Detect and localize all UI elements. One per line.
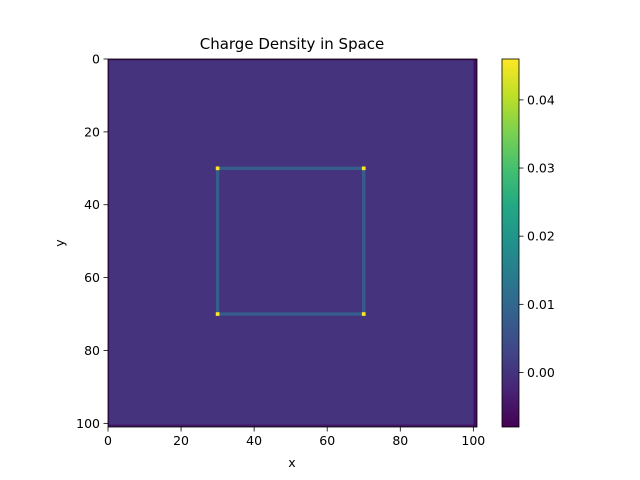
plot-frame [107, 58, 478, 428]
x-tick-label: 40 [246, 433, 262, 448]
chart-title: Charge Density in Space [200, 35, 385, 53]
x-tick-label: 0 [104, 433, 112, 448]
x-tick-label: 100 [461, 433, 485, 448]
colorbar-tick-label: 0.00 [527, 365, 555, 380]
x-tick-label: 60 [319, 433, 335, 448]
y-tick-label: 100 [76, 416, 100, 431]
y-axis-label: y [52, 239, 67, 247]
square-corner-4 [361, 312, 366, 316]
colorbar-tick-label: 0.01 [527, 297, 555, 312]
x-tick-label: 80 [392, 433, 408, 448]
square-boundary [215, 166, 366, 316]
colorbar: 0.00 0.01 0.02 0.03 0.04 [501, 58, 555, 428]
y-tick-label: 60 [84, 270, 100, 285]
x-tick-label: 20 [173, 433, 189, 448]
square-corner-3 [215, 312, 220, 316]
colorbar-tick-label: 0.02 [527, 229, 555, 244]
heatmap-edge-left [108, 59, 110, 427]
x-axis: 0 20 40 60 80 100 [104, 427, 485, 448]
x-axis-label: x [288, 455, 295, 470]
y-tick-label: 40 [84, 197, 100, 212]
colorbar-frame [501, 58, 520, 428]
y-tick-label: 20 [84, 124, 100, 139]
square-corner-1 [215, 166, 220, 171]
y-axis: 0 20 40 60 80 100 [76, 52, 108, 431]
heatmap-edge-bottom [108, 424, 477, 427]
heatmap-plot-area [107, 58, 478, 428]
heatmap-background [108, 59, 477, 427]
colorbar-gradient [502, 59, 519, 427]
colorbar-tick-label: 0.04 [527, 92, 555, 107]
heatmap-edge-top [108, 59, 477, 61]
heatmap-edge-right [473, 59, 477, 427]
y-tick-label: 80 [84, 343, 100, 358]
colorbar-tick-label: 0.03 [527, 161, 555, 176]
y-tick-label: 0 [92, 52, 100, 67]
square-corner-2 [361, 166, 366, 171]
